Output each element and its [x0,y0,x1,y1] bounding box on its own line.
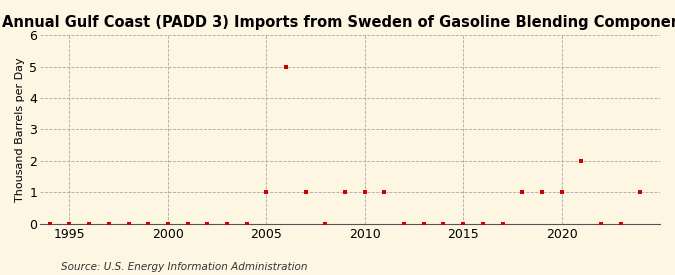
Text: Source: U.S. Energy Information Administration: Source: U.S. Energy Information Administ… [61,262,307,272]
Y-axis label: Thousand Barrels per Day: Thousand Barrels per Day [15,57,25,202]
Title: Annual Gulf Coast (PADD 3) Imports from Sweden of Gasoline Blending Components: Annual Gulf Coast (PADD 3) Imports from … [3,15,675,30]
